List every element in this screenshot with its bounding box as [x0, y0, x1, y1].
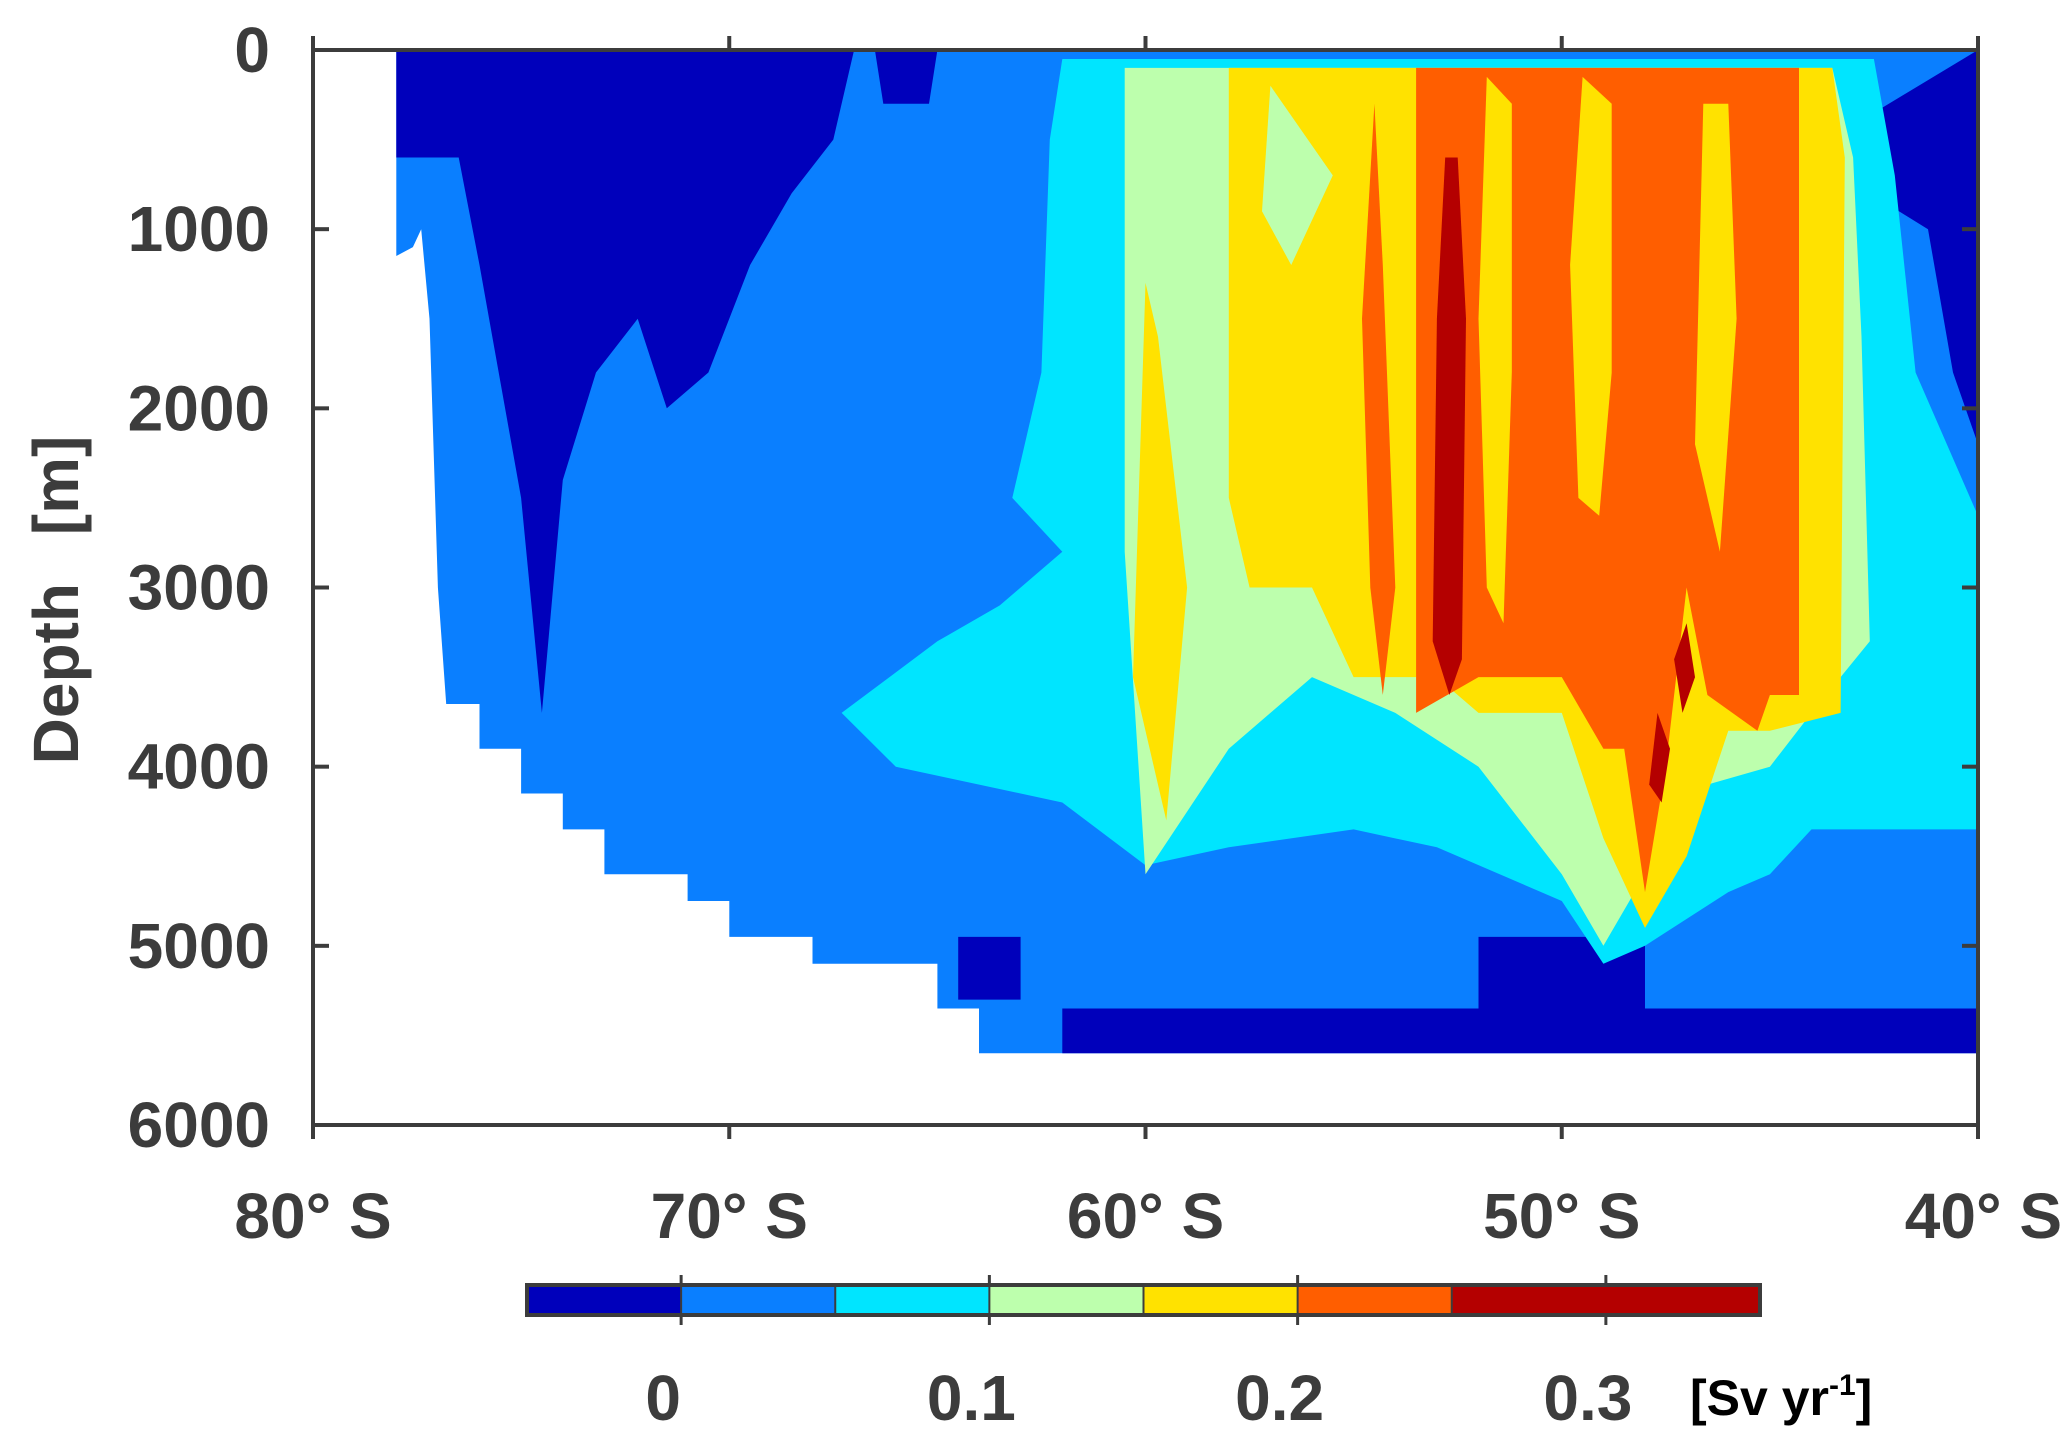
colorbar-unit: [Sv yr-1] [1690, 1369, 1872, 1426]
region-yellow-tongue-2 [1570, 76, 1612, 516]
colorbar-unit-close: ] [1856, 1370, 1873, 1426]
plot-area [311, 48, 1980, 1127]
colorbar-frame [525, 1283, 1762, 1317]
colorbar-segment [1143, 1285, 1298, 1315]
x-tick-label: 80° S [234, 1180, 391, 1252]
heatmap-regions [396, 50, 1978, 1054]
x-tick-label: 70° S [651, 1180, 808, 1252]
region-yellow-tongue-3 [1695, 103, 1737, 552]
y-axis-title-unit: [m] [20, 436, 92, 536]
y-axis: 0 1000 2000 3000 4000 5000 6000 [128, 14, 1978, 1161]
region-dark-red-deep [1649, 712, 1670, 803]
x-tick-label: 60° S [1067, 1180, 1224, 1252]
colorbar-unit-exponent: -1 [1829, 1369, 1856, 1402]
colorbar-tick-label: 0.2 [1235, 1362, 1324, 1434]
region-yellow-tongue-1 [1478, 76, 1512, 624]
svg-text:Depth [m]: Depth [m] [20, 436, 92, 765]
colorbar-segment [681, 1285, 836, 1315]
x-tick-label: 50° S [1483, 1180, 1640, 1252]
colorbar-tick-label: 0 [645, 1362, 681, 1434]
region-green-tongue-left [1262, 85, 1333, 265]
colorbar-unit-text: [Sv yr [1690, 1370, 1829, 1426]
colorbar-tick-label: 0.1 [927, 1362, 1016, 1434]
colorbar-segment [1451, 1285, 1760, 1315]
y-axis-title: Depth [m] [20, 436, 92, 765]
region-northern-blue [1869, 50, 1978, 445]
region-orange-left-strand [1362, 103, 1396, 696]
region-surface-blue [396, 50, 855, 713]
colorbar-segment [989, 1285, 1144, 1315]
region-dark-red-core [1432, 157, 1466, 695]
region-dark-red-deep-2 [1674, 623, 1695, 713]
y-tick-label: 3000 [128, 552, 270, 624]
y-tick-label: 4000 [128, 731, 270, 803]
x-axis: 80° S 70° S 60° S 50° S 40° S [234, 36, 2062, 1252]
region-yellow-left-strand [1133, 282, 1188, 821]
y-tick-label: 0 [234, 14, 270, 86]
y-axis-title-word: Depth [20, 583, 92, 764]
y-tick-label: 1000 [128, 193, 270, 265]
colorbar: 0 0.1 0.2 0.3 [525, 1275, 1762, 1434]
y-tick-label: 6000 [128, 1089, 270, 1161]
y-tick-label: 2000 [128, 372, 270, 444]
colorbar-segment [1297, 1285, 1452, 1315]
region-bottom-blue [1062, 1008, 1978, 1054]
colorbar-segment [527, 1285, 682, 1315]
region-surface-blue-small [874, 50, 938, 104]
colorbar-tick-label: 0.3 [1543, 1362, 1632, 1434]
x-tick-label: 40° S [1905, 1180, 2062, 1252]
region-bottom-blue-patches [958, 936, 1021, 1000]
y-tick-label: 5000 [128, 910, 270, 982]
colorbar-segment [835, 1285, 990, 1315]
